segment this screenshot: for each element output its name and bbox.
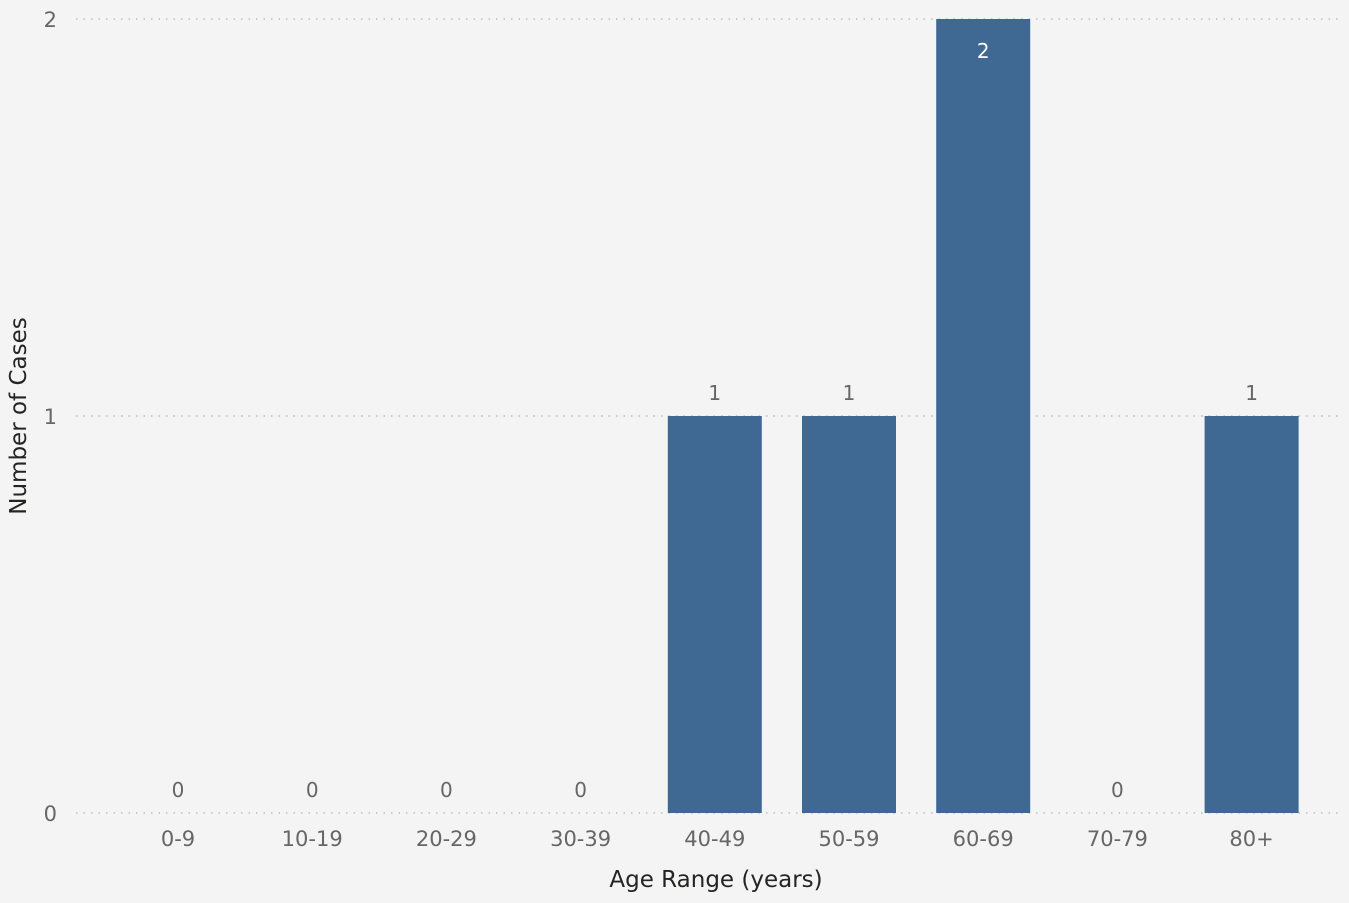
bar xyxy=(1204,416,1299,813)
data-label: 0 xyxy=(1111,778,1124,802)
x-tick-label: 50-59 xyxy=(818,827,879,851)
bar xyxy=(936,19,1031,813)
bar xyxy=(802,416,896,813)
x-axis-title: Age Range (years) xyxy=(609,867,822,893)
data-label: 2 xyxy=(977,39,990,63)
x-tick-label: 70-79 xyxy=(1087,827,1148,851)
data-label: 0 xyxy=(306,778,319,802)
x-tick-label: 80+ xyxy=(1229,827,1273,851)
data-labels: 0 0 0 0 1 1 2 0 1 xyxy=(172,39,1258,802)
data-label: 1 xyxy=(708,381,721,405)
data-label: 1 xyxy=(1245,381,1258,405)
x-tick-label: 40-49 xyxy=(684,827,745,851)
data-label: 1 xyxy=(843,381,856,405)
x-tick-label: 30-39 xyxy=(550,827,611,851)
x-tick-label: 0-9 xyxy=(161,827,195,851)
x-tick-label: 20-29 xyxy=(416,827,477,851)
y-axis-ticks: 0 1 2 xyxy=(44,8,57,826)
x-axis-ticks: 0-9 10-19 20-29 30-39 40-49 50-59 60-69 70-79 80… xyxy=(161,827,1274,851)
y-tick-label: 0 xyxy=(44,802,57,826)
x-tick-label: 60-69 xyxy=(953,827,1014,851)
data-label: 0 xyxy=(574,778,587,802)
y-axis-title: Number of Cases xyxy=(6,317,32,514)
y-tick-label: 1 xyxy=(44,405,57,429)
data-label: 0 xyxy=(172,778,185,802)
bar xyxy=(667,416,762,813)
x-tick-label: 10-19 xyxy=(282,827,343,851)
y-tick-label: 2 xyxy=(44,8,57,32)
data-label: 0 xyxy=(440,778,453,802)
gridlines xyxy=(76,18,1340,814)
bars xyxy=(667,19,1299,813)
